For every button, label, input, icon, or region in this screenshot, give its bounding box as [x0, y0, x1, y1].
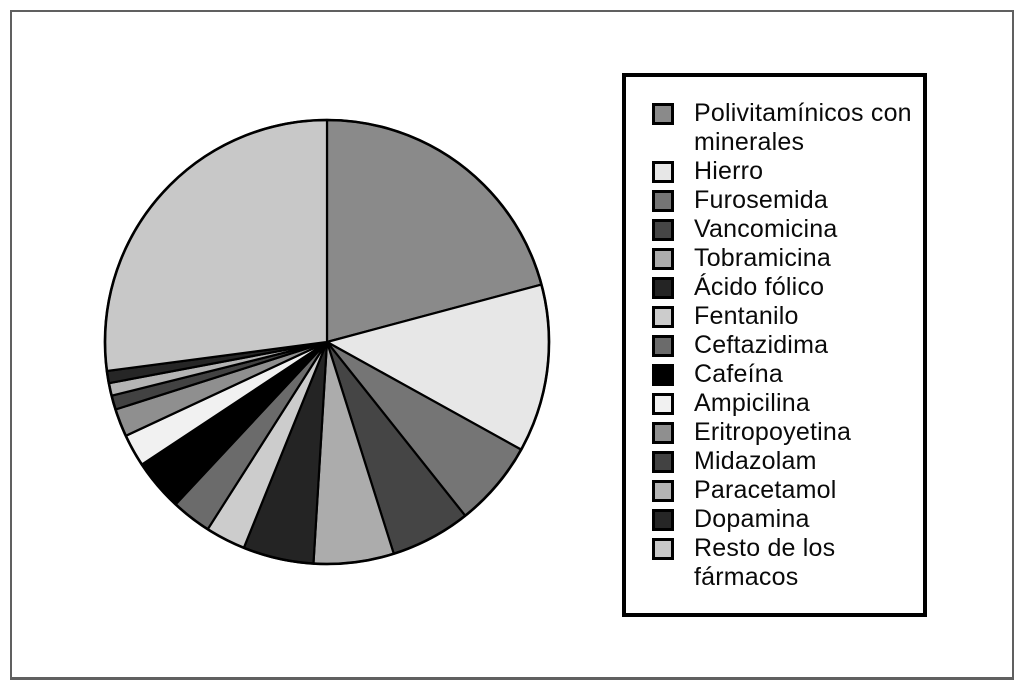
legend-item-acido-folico: Ácido fólico — [652, 273, 913, 302]
legend-swatch-icon — [652, 480, 674, 502]
legend-label: Dopamina — [694, 505, 810, 533]
legend-item-dopamina: Dopamina — [652, 505, 913, 534]
legend-label: Paracetamol — [694, 476, 837, 504]
legend-swatch-icon — [652, 422, 674, 444]
legend-label: Fentanilo — [694, 302, 799, 330]
legend-item-eritropoyetina: Eritropoyetina — [652, 418, 913, 447]
legend-item-cafeina: Cafeína — [652, 360, 913, 389]
legend-label: Ceftazidima — [694, 331, 829, 359]
legend-label: Hierro — [694, 157, 764, 185]
legend-item-ceftazidima: Ceftazidima — [652, 331, 913, 360]
legend-item-tobramicina: Tobramicina — [652, 244, 913, 273]
legend-label: Eritropoyetina — [694, 418, 852, 446]
legend-label: Ampicilina — [694, 389, 810, 417]
legend-swatch-icon — [652, 248, 674, 270]
legend-item-furosemida: Furosemida — [652, 186, 913, 215]
legend-swatch-icon — [652, 277, 674, 299]
legend-item-hierro: Hierro — [652, 157, 913, 186]
legend-item-fentanilo: Fentanilo — [652, 302, 913, 331]
pie-slice-resto-de-los-farmacos — [103, 118, 329, 373]
legend-swatch-icon — [652, 335, 674, 357]
legend-label: Ácido fólico — [694, 273, 825, 301]
legend-item-resto-de-los-farmacos: Resto de los fármacos — [652, 534, 913, 592]
legend-swatch-icon — [652, 509, 674, 531]
legend-swatch-icon — [652, 190, 674, 212]
legend-box: Polivitamínicos con minerales Hierro Furos… — [622, 73, 927, 617]
legend-swatch-icon — [652, 364, 674, 386]
legend-item-ampicilina: Ampicilina — [652, 389, 913, 418]
pie-rim — [103, 118, 551, 566]
legend-swatch-icon — [652, 161, 674, 183]
legend-label: Vancomicina — [694, 215, 838, 243]
legend-swatch-icon — [652, 219, 674, 241]
legend-swatch-icon — [652, 393, 674, 415]
legend-item-polivitaminicos-con-minerales: Polivitamínicos con minerales — [652, 99, 913, 157]
legend-swatch-icon — [652, 103, 674, 125]
legend-swatch-icon — [652, 538, 674, 560]
legend-label: Midazolam — [694, 447, 817, 475]
legend-label: Cafeína — [694, 360, 783, 388]
legend-label: Furosemida — [694, 186, 828, 214]
legend-swatch-icon — [652, 451, 674, 473]
legend-swatch-icon — [652, 306, 674, 328]
legend-item-vancomicina: Vancomicina — [652, 215, 913, 244]
legend-label: Polivitamínicos con minerales — [694, 99, 912, 156]
legend-item-paracetamol: Paracetamol — [652, 476, 913, 505]
legend-label: Tobramicina — [694, 244, 831, 272]
legend-item-midazolam: Midazolam — [652, 447, 913, 476]
legend-label: Resto de los fármacos — [694, 534, 836, 591]
